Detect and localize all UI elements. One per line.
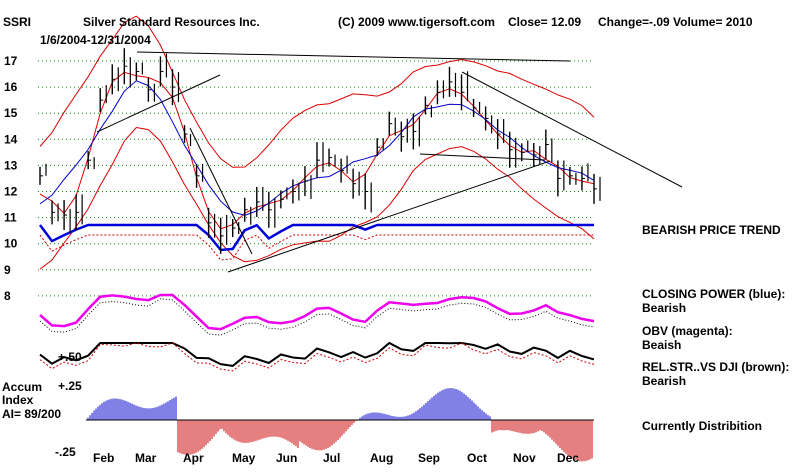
accum-index-histogram bbox=[86, 388, 594, 462]
x-tick-label-jul: Jul bbox=[323, 451, 340, 465]
y-tick-label: 15 bbox=[4, 106, 18, 120]
accum-tick-plus25: +.25 bbox=[58, 379, 82, 393]
ticker-label: SSRI bbox=[3, 15, 31, 29]
x-tick-label-nov: Nov bbox=[513, 451, 536, 465]
y-tick-label: 16 bbox=[4, 80, 18, 94]
rel-str-line bbox=[39, 341, 595, 367]
accum-label-line3: AI= 89/200 bbox=[2, 407, 61, 421]
bearish-price-trend-label: BEARISH PRICE TREND bbox=[642, 223, 781, 237]
obv-ma bbox=[39, 298, 595, 336]
x-tick-label-sep: Sep bbox=[418, 451, 440, 465]
trendline-3 bbox=[189, 127, 253, 255]
y-tick-label: 13 bbox=[4, 158, 18, 172]
obv-label: OBV (magenta): bbox=[642, 324, 733, 338]
indicator-lines bbox=[38, 223, 595, 372]
x-tick-label-may: May bbox=[232, 451, 256, 465]
rel-str-label: REL.STR..VS DJI (brown): bbox=[642, 360, 789, 374]
rel-str-ma bbox=[39, 342, 595, 372]
accum-tick-minus25: -.25 bbox=[55, 445, 76, 459]
distribution-label: Currently Distribition bbox=[642, 419, 762, 433]
x-tick-label-feb: Feb bbox=[93, 451, 114, 465]
x-axis-labels: Feb Mar Apr May Jun Jul Aug Sep Oct Nov Dec bbox=[93, 451, 579, 465]
volume-value: Volume= 2010 bbox=[673, 15, 753, 29]
y-tick-label: 10 bbox=[4, 237, 18, 251]
y-tick-label: 9 bbox=[4, 263, 11, 277]
chart-title: Silver Standard Resources Inc. bbox=[83, 15, 260, 29]
trend-lines bbox=[96, 51, 683, 273]
x-tick-label-dec: Dec bbox=[557, 451, 579, 465]
x-tick-label-mar: Mar bbox=[135, 451, 157, 465]
rel-str-status: Bearish bbox=[642, 374, 686, 388]
closing-power-label: CLOSING POWER (blue): bbox=[642, 287, 785, 301]
obv-status: Beaish bbox=[642, 338, 681, 352]
trendline-5 bbox=[419, 153, 546, 161]
x-tick-label-jun: Jun bbox=[276, 451, 297, 465]
y-tick-label: 8 bbox=[4, 289, 11, 303]
upper-band bbox=[39, 15, 595, 168]
closing-power-status: Bearish bbox=[642, 301, 686, 315]
y-tick-label: 11 bbox=[4, 211, 17, 225]
trendline-4 bbox=[227, 160, 551, 273]
price-bars bbox=[39, 48, 601, 254]
change-value: Change=-.09 bbox=[598, 15, 670, 29]
y-tick-label: 14 bbox=[4, 132, 18, 146]
x-tick-label-apr: Apr bbox=[183, 451, 204, 465]
obv-line bbox=[39, 293, 595, 331]
accum-label-line2: Index bbox=[2, 393, 34, 407]
copyright-label: (C) 2009 www.tigersoft.com bbox=[338, 15, 495, 29]
closing-power-ma bbox=[39, 234, 594, 261]
y-axis-labels: 8 9 10 11 12 13 14 15 16 17 bbox=[4, 54, 18, 303]
y-tick-label: 17 bbox=[4, 54, 18, 68]
trendline-2 bbox=[96, 74, 221, 133]
accum-label-line1: Accum bbox=[2, 380, 42, 394]
x-tick-label-aug: Aug bbox=[370, 451, 393, 465]
closing-power-line bbox=[38, 223, 594, 252]
x-tick-label-oct: Oct bbox=[467, 451, 487, 465]
close-value: Close= 12.09 bbox=[508, 15, 581, 29]
y-tick-label: 12 bbox=[4, 185, 18, 199]
date-range: 1/6/2004-12/31/2004 bbox=[40, 33, 151, 47]
accum-tick-plus50: +.50 bbox=[58, 350, 82, 364]
trendline-1 bbox=[136, 51, 571, 62]
trendline-6 bbox=[461, 71, 683, 188]
